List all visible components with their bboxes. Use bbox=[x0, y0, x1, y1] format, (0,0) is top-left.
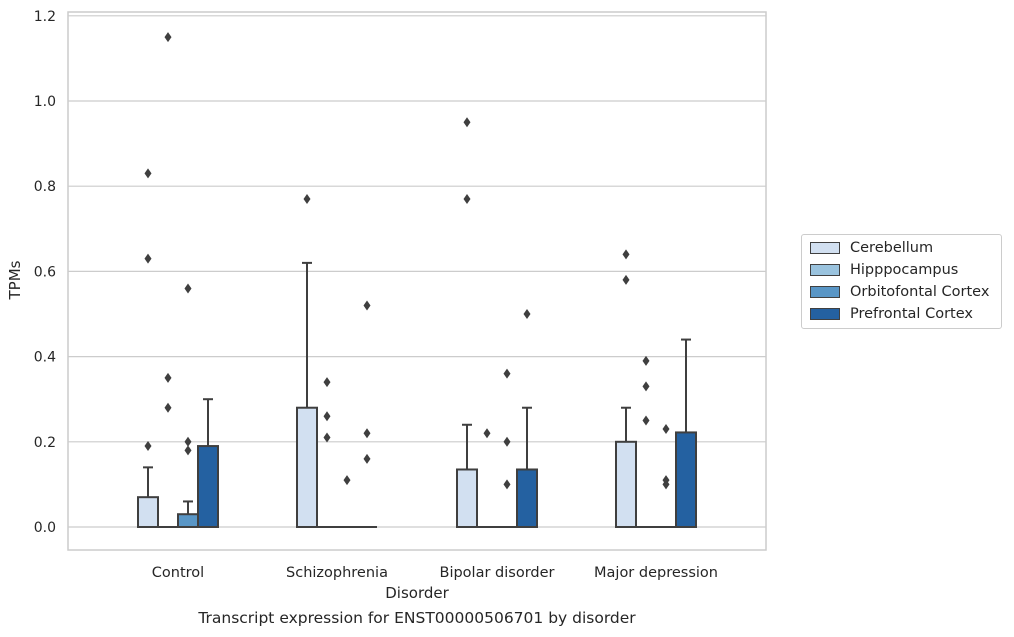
box bbox=[615, 440, 637, 528]
box-group bbox=[675, 338, 697, 529]
legend: Cerebellum Hipppocampus Orbitofontal Cor… bbox=[801, 234, 1002, 329]
box-group bbox=[656, 424, 676, 528]
legend-item-orbitofrontal-cortex: Orbitofontal Cortex bbox=[810, 283, 989, 301]
box-group bbox=[357, 300, 377, 528]
legend-item-cerebellum: Cerebellum bbox=[810, 239, 933, 257]
box bbox=[516, 468, 538, 528]
outlier-point bbox=[523, 309, 531, 319]
box-group bbox=[296, 193, 318, 528]
legend-swatch bbox=[810, 242, 840, 254]
box bbox=[456, 468, 478, 528]
outlier-point bbox=[184, 436, 192, 447]
outlier-point bbox=[144, 168, 152, 179]
outlier-point bbox=[343, 475, 351, 486]
legend-label: Hipppocampus bbox=[850, 262, 959, 278]
outlier-point bbox=[483, 428, 491, 439]
box-group bbox=[497, 368, 517, 528]
outlier-point bbox=[164, 372, 172, 383]
legend-item-hippocampus: Hipppocampus bbox=[810, 261, 958, 279]
legend-swatch bbox=[810, 286, 840, 298]
outlier-point bbox=[622, 249, 630, 260]
outlier-point bbox=[642, 355, 650, 366]
box bbox=[137, 496, 159, 528]
y-tick-label: 1.0 bbox=[34, 94, 56, 110]
x-tick-label: Control bbox=[152, 565, 204, 581]
outlier-point bbox=[503, 368, 511, 379]
outlier-point bbox=[642, 415, 650, 426]
box-group bbox=[456, 117, 478, 528]
box-group bbox=[177, 283, 199, 528]
legend-item-prefrontal-cortex: Prefrontal Cortex bbox=[810, 305, 973, 323]
y-tick-label: 0.6 bbox=[34, 264, 56, 280]
box-group bbox=[158, 32, 178, 528]
gridlines bbox=[68, 15, 766, 528]
outlier-point bbox=[363, 300, 371, 311]
outlier-point bbox=[144, 253, 152, 264]
outlier-point bbox=[662, 424, 670, 435]
outlier-point bbox=[323, 377, 331, 388]
boxes bbox=[137, 32, 697, 529]
box-group bbox=[516, 309, 538, 528]
legend-label: Orbitofontal Cortex bbox=[850, 284, 990, 300]
x-tick-label: Schizophrenia bbox=[286, 565, 388, 581]
chart-title: Transcript expression for ENST0000050670… bbox=[197, 609, 636, 627]
y-tick-label: 0.8 bbox=[34, 179, 56, 195]
y-tick-label: 1.2 bbox=[34, 9, 56, 25]
y-tick-labels: 0.0 0.2 0.4 0.6 0.8 1.0 1.2 bbox=[34, 9, 56, 536]
outlier-point bbox=[662, 475, 670, 486]
outlier-point bbox=[184, 283, 192, 294]
legend-swatch bbox=[810, 264, 840, 276]
x-tick-label: Major depression bbox=[594, 565, 718, 581]
box-group bbox=[636, 355, 656, 528]
outlier-point bbox=[363, 453, 371, 464]
y-tick-label: 0.2 bbox=[34, 435, 56, 451]
y-tick-label: 0.4 bbox=[34, 350, 56, 366]
x-tick-label: Bipolar disorder bbox=[440, 565, 555, 581]
outlier-point bbox=[503, 436, 511, 447]
box-group bbox=[137, 168, 159, 528]
outlier-point bbox=[503, 479, 511, 490]
outlier-point bbox=[164, 402, 172, 413]
y-axis-label: TPMs bbox=[6, 260, 24, 300]
outlier-point bbox=[642, 381, 650, 392]
outlier-point bbox=[463, 193, 471, 204]
box bbox=[296, 406, 318, 528]
outlier-point bbox=[323, 432, 331, 443]
box-group bbox=[337, 475, 357, 528]
legend-label: Cerebellum bbox=[850, 240, 934, 256]
legend-swatch bbox=[810, 308, 840, 320]
outlier-point bbox=[622, 274, 630, 285]
y-tick-label: 0.0 bbox=[34, 520, 56, 536]
outlier-point bbox=[164, 32, 172, 43]
outlier-point bbox=[303, 193, 311, 204]
x-axis-label: Disorder bbox=[385, 584, 449, 602]
box bbox=[177, 513, 199, 528]
box-group bbox=[197, 398, 219, 528]
outlier-point bbox=[184, 445, 192, 456]
plot-frame bbox=[67, 11, 767, 551]
x-tick-labels: Control Schizophrenia Bipolar disorder Majo… bbox=[152, 565, 718, 581]
outlier-point bbox=[363, 428, 371, 439]
box-group bbox=[477, 428, 497, 528]
box-group bbox=[317, 377, 337, 528]
outlier-point bbox=[323, 411, 331, 422]
box bbox=[197, 445, 219, 528]
box bbox=[675, 431, 697, 529]
legend-label: Prefrontal Cortex bbox=[850, 306, 973, 322]
outlier-point bbox=[144, 441, 152, 452]
box-group bbox=[615, 249, 637, 528]
outlier-point bbox=[463, 117, 471, 128]
